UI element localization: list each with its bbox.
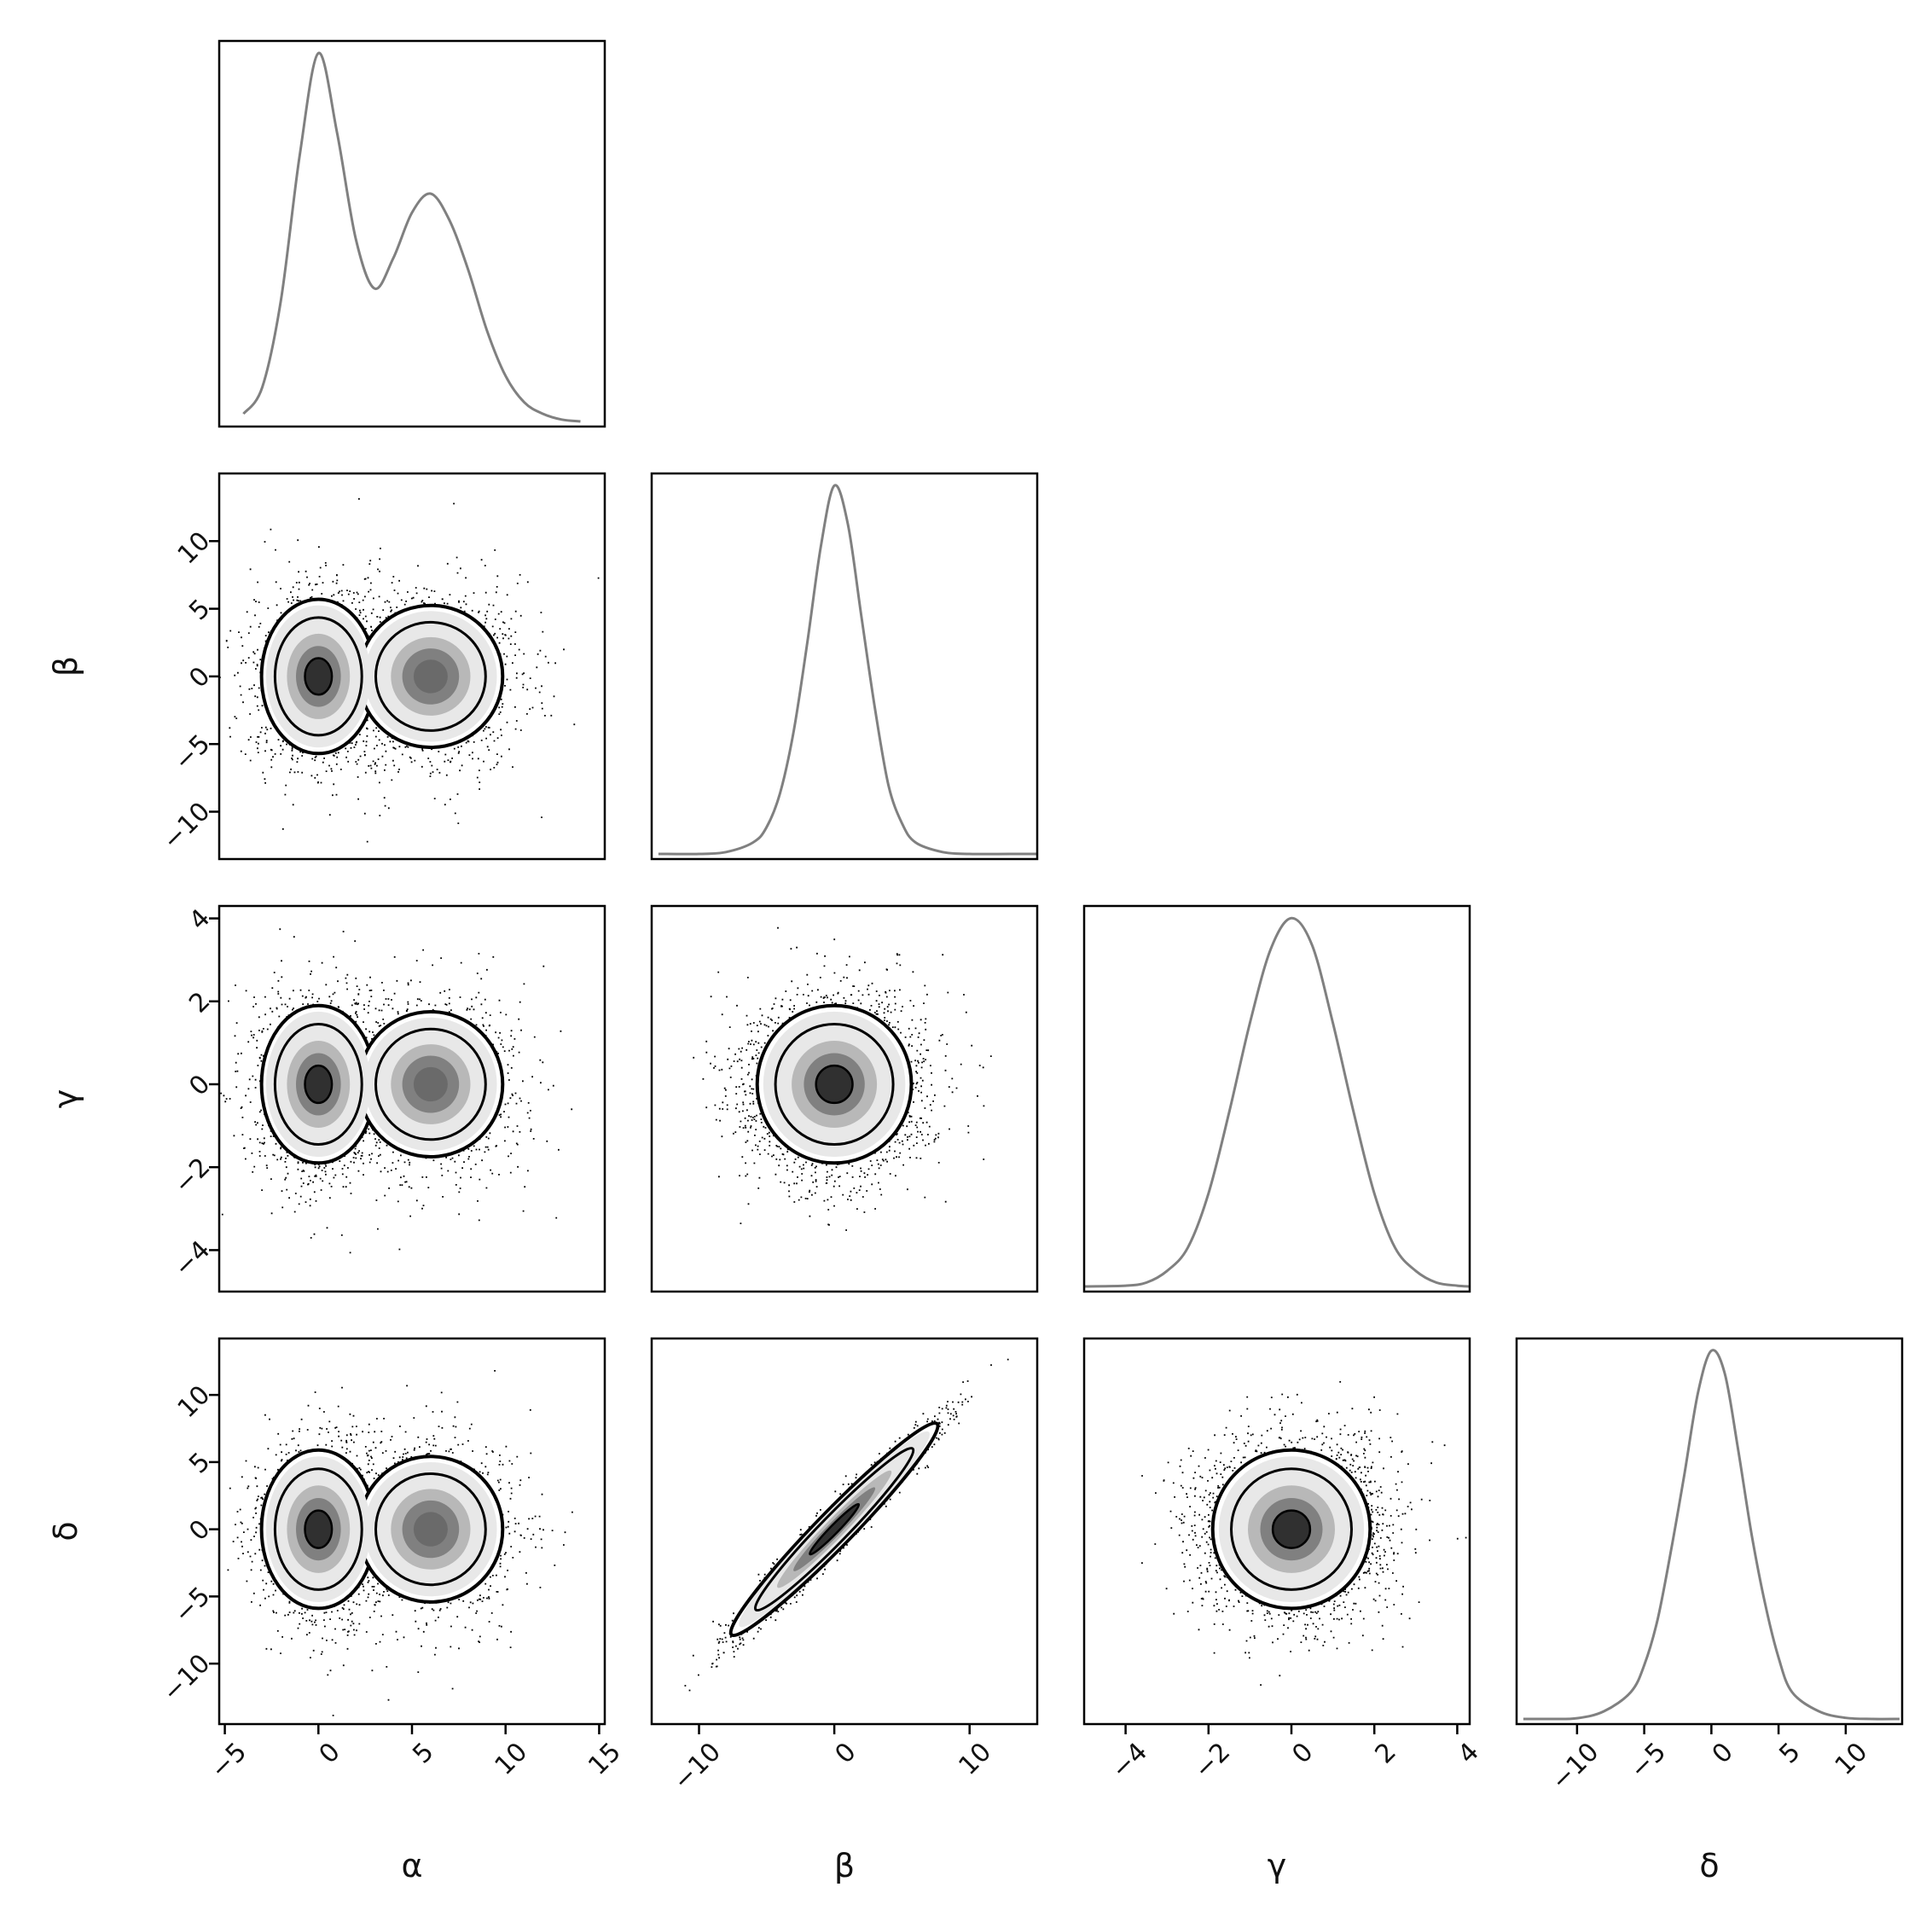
diagonal-curve-beta: [658, 484, 1037, 856]
x-tick-label-beta: −10: [668, 1737, 728, 1797]
diagonal-curve-delta: [1523, 1349, 1900, 1721]
x-tick-label-gamma: −2: [1188, 1737, 1236, 1785]
x-tick-label-gamma: 4: [1453, 1737, 1485, 1769]
y-tick-label-gamma: 2: [183, 986, 216, 1019]
diagonal-frame-alpha: [218, 39, 606, 428]
x-tick-label-gamma: −4: [1105, 1737, 1153, 1785]
diagonal-frame-delta: [1515, 1337, 1904, 1726]
density-contour: [304, 1064, 334, 1105]
y-tick-label-delta: 10: [172, 1379, 217, 1424]
scatter-points: [693, 926, 992, 1231]
x-tick-label-alpha: 15: [583, 1737, 627, 1781]
diagonal-frame-beta: [650, 472, 1039, 861]
y-tick-label-beta: 0: [183, 661, 216, 694]
x-axis-label-alpha: α: [401, 1847, 422, 1884]
y-tick-label-beta: 10: [172, 526, 217, 571]
y-tick-label-beta: −5: [168, 729, 216, 777]
y-axis-label-gamma: γ: [47, 1089, 84, 1109]
density-contour: [1230, 1467, 1353, 1591]
x-tick-label-alpha: −5: [205, 1737, 252, 1785]
x-tick-label-alpha: 0: [314, 1737, 346, 1769]
x-tick-label-gamma: 0: [1286, 1737, 1319, 1769]
density-contour: [413, 659, 448, 694]
density-contour: [774, 1023, 895, 1146]
panel-alpha-delta: [219, 1370, 573, 1716]
y-tick-label-delta: 0: [183, 1514, 216, 1547]
x-tick-label-delta: 0: [1707, 1737, 1739, 1769]
x-tick-label-beta: 0: [829, 1737, 862, 1769]
diagonal-frame-gamma: [1082, 904, 1471, 1293]
diagonal-curve-alpha: [242, 51, 581, 423]
x-tick-label-alpha: 10: [489, 1737, 533, 1781]
panel-frame-beta-delta: [650, 1337, 1039, 1726]
density-contour: [304, 657, 334, 696]
panel-beta-gamma: [693, 926, 992, 1231]
x-tick-label-delta: −5: [1624, 1737, 1672, 1785]
x-tick-label-beta: 10: [953, 1737, 997, 1781]
density-contour: [374, 620, 487, 732]
density-contour: [273, 616, 363, 737]
density-contour: [374, 1027, 487, 1141]
y-axis-label-delta: δ: [47, 1521, 84, 1541]
panel-frame-alpha-beta: [218, 472, 606, 861]
panel-alpha-beta: [219, 497, 600, 843]
x-axis-label-gamma: γ: [1268, 1847, 1287, 1884]
density-contour: [413, 1066, 448, 1102]
density-contour: [815, 1064, 854, 1105]
panel-alpha-gamma: [220, 928, 573, 1254]
density-contour: [413, 1512, 448, 1547]
density-contour: [1271, 1509, 1312, 1549]
y-axis-label-beta: β: [47, 656, 84, 676]
density-contour: [304, 1509, 334, 1549]
panel-frame-alpha-gamma: [218, 904, 606, 1293]
y-tick-label-gamma: −4: [168, 1235, 216, 1283]
density-contour: [753, 1447, 915, 1612]
y-tick-label-delta: −5: [168, 1582, 216, 1629]
x-axis-label-delta: δ: [1699, 1847, 1719, 1884]
panel-gamma-delta: [1141, 1381, 1467, 1686]
y-tick-label-beta: −10: [157, 797, 217, 856]
y-tick-label-gamma: −2: [168, 1153, 216, 1200]
y-tick-label-beta: 5: [183, 594, 216, 626]
density-contour: [374, 1472, 487, 1587]
y-tick-label-gamma: 4: [183, 903, 216, 936]
y-tick-label-delta: −10: [157, 1648, 217, 1708]
density-contour: [273, 1467, 363, 1591]
y-tick-label-delta: 5: [183, 1447, 216, 1479]
density-contour: [273, 1023, 363, 1146]
x-tick-label-gamma: 2: [1369, 1737, 1401, 1769]
panel-frame-beta-gamma: [650, 904, 1039, 1293]
diagonal-curve-gamma: [1084, 916, 1470, 1288]
x-tick-label-delta: 5: [1773, 1737, 1806, 1769]
x-tick-label-delta: −10: [1546, 1737, 1605, 1797]
x-axis-label-beta: β: [834, 1847, 855, 1884]
x-tick-label-alpha: 5: [407, 1737, 439, 1769]
panel-frame-gamma-delta: [1082, 1337, 1471, 1726]
x-tick-label-delta: 10: [1830, 1737, 1874, 1781]
density-contour: [809, 1502, 861, 1556]
y-tick-label-gamma: 0: [183, 1069, 216, 1101]
panel-beta-delta: [684, 1358, 1009, 1692]
